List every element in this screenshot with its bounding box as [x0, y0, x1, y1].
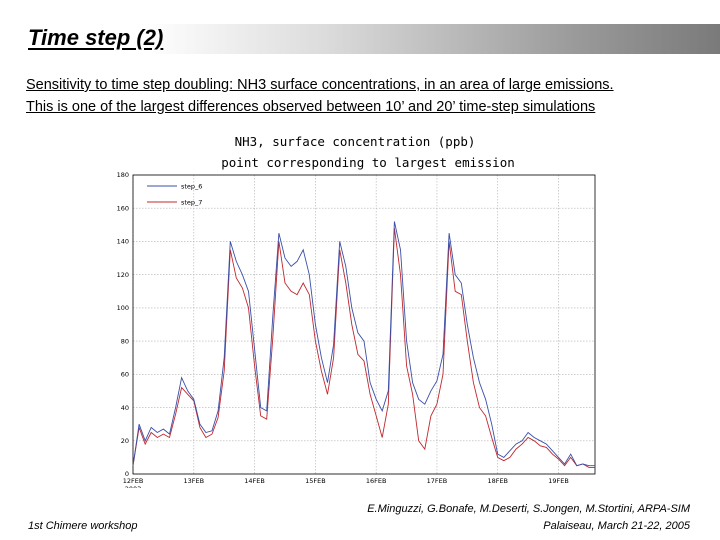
y-tick-label: 40	[121, 404, 129, 412]
legend: step_6 step_7	[147, 183, 202, 207]
y-tick-label: 0	[125, 470, 129, 478]
x-tick-label: 12FEB	[123, 477, 144, 485]
series-line-step-6	[132, 221, 595, 467]
x-tick-label: 18FEB	[487, 477, 508, 485]
y-tick-label: 140	[117, 238, 129, 246]
y-tick-label: 160	[117, 204, 129, 212]
y-tick-label: 80	[121, 337, 129, 345]
x-tick-label: 14FEB	[244, 477, 265, 485]
y-tick-label: 20	[121, 437, 129, 445]
y-tick-label: 60	[121, 371, 129, 379]
x-tick-label: 13FEB	[184, 477, 205, 485]
x-axis: 12FEB 13FEB 14FEB 15FEB 16FEB 17FEB 18FEB 19FEB	[123, 477, 569, 485]
subtitle-line-2: This is one of the largest differences o…	[26, 99, 596, 115]
subtitle-line-1: Sensitivity to time step doubling: NH3 s…	[26, 77, 614, 93]
x-tick-label: 17FEB	[427, 477, 448, 485]
y-axis: 0 20 40 60 80 100 120 140 160 180	[117, 171, 129, 478]
footer-workshop: 1st Chimere workshop	[28, 520, 138, 532]
y-tick-label: 120	[117, 271, 129, 279]
slide-title: Time step (2)	[28, 25, 164, 50]
x-tick-label: 16FEB	[366, 477, 387, 485]
chart-subtitle: point corresponding to largest emission	[221, 155, 515, 170]
legend-label: step_6	[181, 183, 202, 191]
y-tick-label: 100	[117, 304, 129, 312]
series	[132, 221, 595, 468]
y-tick-label: 180	[117, 171, 129, 179]
title-bar-gradient	[0, 24, 720, 54]
x-tick-label: 15FEB	[305, 477, 326, 485]
x-axis-year-label: 2003	[125, 485, 142, 488]
series-line-step-7	[132, 228, 595, 468]
grid	[132, 174, 595, 475]
chart-title: NH3, surface concentration (ppb)	[235, 134, 476, 149]
footer-venue-date: Palaiseau, March 21-22, 2005	[543, 520, 690, 532]
nh3-line-chart: NH3, surface concentration (ppb) point c…	[117, 134, 596, 488]
x-tick-label: 19FEB	[548, 477, 569, 485]
footer-authors: E.Minguzzi, G.Bonafe, M.Deserti, S.Jonge…	[367, 503, 690, 515]
legend-label: step_7	[181, 199, 202, 207]
plot-area	[132, 174, 596, 475]
